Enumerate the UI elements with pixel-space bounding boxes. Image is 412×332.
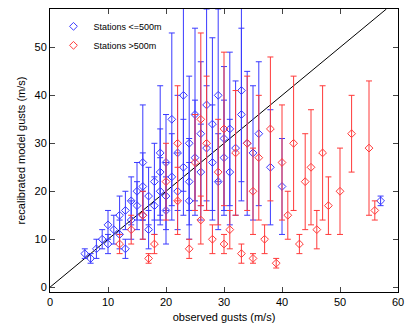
- svg-text:recalibrated model gusts (m/s): recalibrated model gusts (m/s): [15, 77, 27, 225]
- svg-text:Stations <=500m: Stations <=500m: [93, 22, 161, 32]
- svg-text:Stations >500m: Stations >500m: [93, 41, 156, 51]
- svg-text:0: 0: [47, 296, 53, 308]
- svg-text:40: 40: [35, 89, 47, 101]
- svg-text:10: 10: [35, 233, 47, 245]
- svg-text:20: 20: [160, 296, 172, 308]
- svg-text:observed gusts (m/s): observed gusts (m/s): [173, 311, 276, 323]
- svg-text:30: 30: [35, 137, 47, 149]
- svg-text:10: 10: [102, 296, 114, 308]
- svg-text:50: 50: [334, 296, 346, 308]
- svg-text:60: 60: [392, 296, 404, 308]
- svg-text:50: 50: [35, 41, 47, 53]
- svg-text:20: 20: [35, 185, 47, 197]
- svg-text:0: 0: [41, 281, 47, 293]
- svg-text:40: 40: [276, 296, 288, 308]
- svg-text:30: 30: [218, 296, 230, 308]
